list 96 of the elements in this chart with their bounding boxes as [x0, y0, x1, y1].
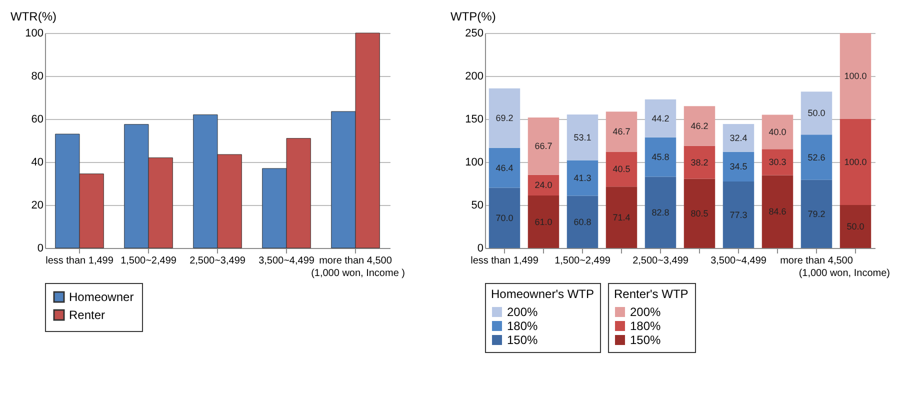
- data-label: 38.2: [690, 157, 708, 168]
- bar: [488, 188, 520, 248]
- y-tick-label: 250: [465, 28, 484, 40]
- bar: [762, 149, 794, 176]
- bar: [840, 119, 872, 205]
- bar: [528, 196, 560, 248]
- text: Renter's WTP: [614, 287, 688, 301]
- bar: [566, 160, 598, 196]
- x-tick-label: 1,500~2,499: [120, 256, 177, 266]
- y-tick-label: 50: [471, 200, 484, 212]
- x-tick-label: 3,500~4,499: [258, 256, 315, 266]
- bar: [566, 196, 598, 248]
- x-tick-label: more than 4,500: [319, 256, 392, 266]
- text: Homeowner's WTP: [491, 287, 594, 301]
- data-label: 70.0: [496, 212, 514, 223]
- data-label: 34.5: [730, 162, 748, 172]
- data-label: 61.0: [534, 216, 552, 227]
- bar: [722, 182, 754, 248]
- legend-label: 200%: [507, 305, 538, 319]
- data-label: 50.0: [808, 108, 826, 118]
- data-label: 77.3: [730, 210, 748, 220]
- bar: [566, 114, 598, 160]
- bar: [606, 112, 638, 152]
- data-label: 52.6: [808, 152, 826, 162]
- x-tick-label: 2,500~3,499: [190, 256, 246, 266]
- data-label: 24.0: [534, 180, 552, 190]
- data-label: 41.3: [574, 172, 592, 183]
- bar: [722, 124, 754, 152]
- bar: [528, 118, 560, 175]
- y-tick-label: 60: [31, 114, 44, 126]
- y-tick-label: 20: [31, 200, 44, 212]
- x-tick-label: 1,500~2,499: [554, 256, 611, 266]
- bar: [762, 175, 794, 248]
- bar: [606, 152, 638, 187]
- data-label: 46.7: [612, 126, 630, 137]
- bar: [762, 114, 794, 150]
- y-tick-label: 100: [25, 28, 44, 40]
- data-label: 44.2: [652, 113, 670, 124]
- bar: [684, 106, 716, 146]
- y-axis-title: WTR(%): [10, 10, 56, 24]
- text: (1,000 won, Income): [798, 268, 890, 279]
- data-label: 100.0: [844, 71, 867, 81]
- data-label: 46.2: [690, 121, 708, 132]
- bar: [840, 205, 872, 248]
- legend-label: Renter: [69, 308, 106, 322]
- legend-label: 150%: [630, 333, 662, 347]
- bar: [488, 88, 520, 148]
- data-label: 45.8: [652, 152, 670, 162]
- text: (1,000 won, Income ): [311, 268, 405, 279]
- y-tick-label: 0: [477, 242, 484, 254]
- bar: [644, 137, 676, 177]
- legend-label: 200%: [630, 305, 662, 319]
- data-label: 79.2: [808, 208, 826, 219]
- x-tick-label: more than 4,500: [780, 256, 854, 266]
- bar: [528, 174, 560, 196]
- data-label: 30.3: [768, 157, 786, 168]
- bar: [684, 146, 716, 179]
- y-axis-title: WTP(%): [450, 10, 496, 24]
- legend-label: Homeowner: [69, 290, 134, 304]
- bar: [800, 134, 832, 180]
- x-tick-label: less than 1,499: [470, 256, 539, 266]
- data-label: 71.4: [612, 212, 630, 222]
- y-tick-label: 100: [465, 156, 484, 168]
- bar: [644, 176, 676, 248]
- data-label: 100.0: [844, 157, 867, 167]
- data-label: 66.7: [534, 141, 552, 152]
- data-label: 60.8: [574, 216, 592, 227]
- bar: [684, 178, 716, 248]
- bar: [488, 148, 520, 188]
- y-tick-label: 200: [465, 70, 484, 82]
- data-label: 82.8: [652, 207, 670, 218]
- legend-label: 150%: [507, 333, 538, 347]
- bar: [606, 186, 638, 248]
- bar: [840, 33, 872, 119]
- data-label: 40.5: [612, 164, 630, 174]
- data-label: 80.5: [690, 208, 708, 218]
- data-label: 32.4: [730, 132, 748, 143]
- data-label: 53.1: [574, 132, 592, 142]
- y-tick-label: 150: [465, 114, 484, 126]
- bar: [800, 92, 832, 135]
- data-label: 69.2: [496, 113, 514, 124]
- x-tick-label: 2,500~3,499: [632, 256, 689, 266]
- data-label: 46.4: [496, 162, 514, 173]
- bar: [644, 99, 676, 138]
- x-tick-label: 3,500~4,499: [710, 256, 767, 266]
- y-tick-label: 40: [31, 156, 44, 168]
- data-label: 84.6: [768, 206, 786, 217]
- legend-label: 180%: [507, 319, 538, 333]
- bar: [800, 180, 832, 248]
- y-tick-label: 80: [31, 70, 44, 82]
- y-tick-label: 0: [37, 242, 44, 254]
- data-label: 40.0: [768, 126, 786, 137]
- legend-label: 180%: [630, 319, 662, 333]
- data-label: 50.0: [846, 222, 864, 232]
- x-tick-label: less than 1,499: [46, 256, 114, 266]
- bar: [722, 152, 754, 182]
